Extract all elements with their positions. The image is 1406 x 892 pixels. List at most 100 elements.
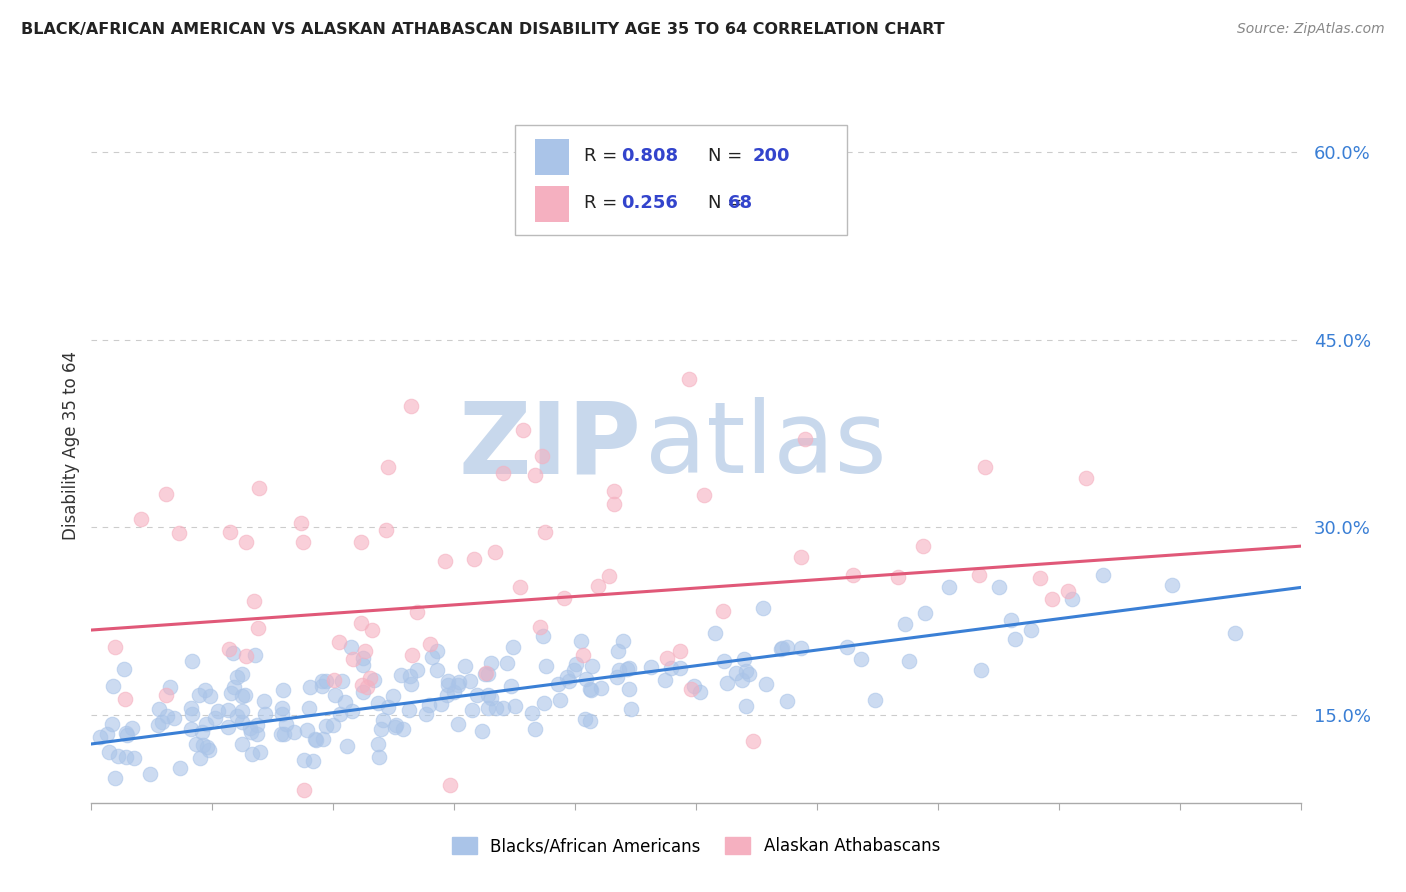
- Point: [439, 778, 461, 792]
- Point: [359, 672, 381, 686]
- Point: [835, 640, 858, 655]
- Point: [433, 554, 456, 568]
- Point: [167, 526, 190, 541]
- Point: [155, 486, 177, 500]
- Point: [531, 629, 554, 643]
- Point: [751, 600, 773, 615]
- Text: R =: R =: [583, 147, 623, 165]
- Point: [295, 723, 318, 738]
- Y-axis label: Disability Age 35 to 64: Disability Age 35 to 64: [62, 351, 80, 541]
- Point: [292, 753, 315, 767]
- Point: [139, 766, 162, 780]
- Point: [271, 701, 294, 715]
- FancyBboxPatch shape: [536, 186, 569, 221]
- Point: [711, 604, 734, 618]
- Text: BLACK/AFRICAN AMERICAN VS ALASKAN ATHABASCAN DISABILITY AGE 35 TO 64 CORRELATION: BLACK/AFRICAN AMERICAN VS ALASKAN ATHABA…: [21, 22, 945, 37]
- Point: [291, 534, 314, 549]
- Point: [247, 621, 270, 635]
- Point: [180, 706, 202, 721]
- Point: [894, 617, 917, 632]
- Point: [436, 688, 458, 702]
- Point: [569, 633, 592, 648]
- Point: [271, 683, 294, 698]
- Point: [1076, 470, 1098, 484]
- Point: [292, 783, 315, 797]
- Point: [533, 696, 555, 710]
- Text: 200: 200: [752, 147, 790, 165]
- Point: [1062, 591, 1084, 606]
- Point: [270, 727, 292, 741]
- Text: 68: 68: [728, 194, 752, 212]
- Point: [181, 654, 204, 668]
- Point: [328, 635, 350, 649]
- Point: [350, 615, 373, 630]
- Point: [437, 678, 460, 692]
- Point: [356, 680, 378, 694]
- Point: [863, 693, 886, 707]
- Point: [477, 701, 499, 715]
- Point: [738, 667, 761, 681]
- Point: [520, 706, 543, 720]
- Point: [104, 640, 127, 655]
- Point: [689, 685, 711, 699]
- Point: [1057, 583, 1080, 598]
- Point: [970, 663, 993, 677]
- Point: [503, 699, 526, 714]
- Point: [447, 675, 470, 690]
- Point: [162, 711, 184, 725]
- Point: [207, 704, 229, 718]
- Point: [555, 670, 578, 684]
- Point: [458, 674, 481, 689]
- Point: [588, 579, 610, 593]
- Point: [1040, 592, 1063, 607]
- Point: [323, 673, 346, 688]
- Point: [150, 715, 173, 730]
- Point: [553, 591, 575, 606]
- Point: [735, 664, 758, 678]
- Point: [581, 658, 603, 673]
- Point: [315, 719, 337, 733]
- Point: [340, 704, 363, 718]
- Point: [193, 738, 215, 752]
- Point: [233, 688, 256, 702]
- Point: [235, 648, 257, 663]
- Point: [465, 688, 488, 702]
- Point: [851, 652, 873, 666]
- Point: [148, 717, 170, 731]
- Point: [693, 488, 716, 502]
- Text: ZIP: ZIP: [458, 398, 641, 494]
- Point: [463, 552, 485, 566]
- Point: [530, 449, 553, 463]
- Point: [447, 678, 470, 692]
- Point: [159, 680, 181, 694]
- Point: [352, 685, 374, 699]
- Point: [226, 709, 249, 723]
- Point: [180, 722, 202, 736]
- Point: [598, 569, 620, 583]
- Point: [1092, 568, 1115, 582]
- Point: [914, 607, 936, 621]
- Point: [180, 701, 202, 715]
- Point: [898, 654, 921, 668]
- Point: [1029, 571, 1052, 585]
- Point: [769, 641, 792, 656]
- Point: [512, 423, 534, 437]
- Point: [437, 673, 460, 688]
- Point: [336, 739, 359, 753]
- Point: [790, 549, 813, 564]
- Point: [509, 580, 531, 594]
- Point: [129, 512, 152, 526]
- Point: [121, 721, 143, 735]
- Point: [224, 680, 246, 694]
- Point: [681, 682, 703, 697]
- Point: [194, 717, 217, 731]
- Point: [474, 665, 496, 680]
- Point: [148, 702, 170, 716]
- Point: [329, 706, 352, 721]
- Point: [794, 432, 817, 446]
- Point: [104, 771, 127, 785]
- Point: [298, 701, 321, 715]
- Point: [609, 663, 631, 677]
- Point: [231, 689, 253, 703]
- Point: [575, 672, 598, 686]
